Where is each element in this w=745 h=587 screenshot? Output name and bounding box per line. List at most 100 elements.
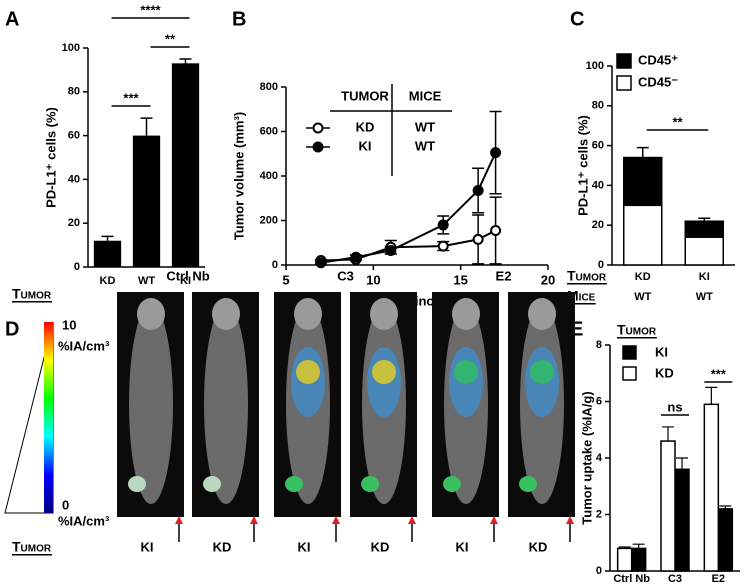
point: [437, 240, 449, 252]
legend-label: KD: [655, 365, 674, 380]
bar: [630, 547, 647, 572]
y-tick-label: 80: [68, 86, 80, 98]
tumor-label: KI: [141, 539, 154, 554]
y-axis-label: Tumor uptake (%IA/g): [579, 391, 594, 524]
error-bar: [618, 546, 631, 549]
y-axis-label: PD-L1⁺ cells (%): [43, 107, 58, 208]
panel-label: A: [5, 8, 19, 30]
series-line: [320, 229, 497, 262]
colorbar-min: 0: [62, 497, 69, 512]
y-tick-label: 0: [272, 259, 278, 271]
x-axis-label: Tumor: [12, 286, 52, 302]
legend-mice: WT: [415, 119, 435, 134]
y-tick-label: 0: [74, 261, 80, 273]
y-axis-label: PD-L1⁺ cells (%): [575, 115, 590, 216]
pointer-arrowhead: [175, 516, 183, 524]
y-tick-label: 6: [596, 395, 602, 407]
legend-swatch: [622, 366, 637, 381]
x-tick-label: KD: [100, 275, 116, 287]
x-tick-label: 15: [453, 272, 467, 287]
tumor-label: KD: [213, 539, 232, 554]
significance-label: ***: [123, 90, 139, 105]
x-tick-label: WT: [634, 291, 651, 303]
error-bar: [101, 235, 114, 241]
legend-header: TUMOR: [341, 88, 389, 103]
x-tick-label: KI: [699, 271, 710, 283]
scan-tumor: [361, 476, 379, 492]
significance-label: **: [672, 114, 683, 129]
legend-swatch: [616, 53, 632, 69]
tumor-label: KD: [529, 539, 548, 554]
legend-mice: WT: [415, 138, 435, 153]
y-tick-label: 0: [596, 565, 602, 577]
legend-swatch: [622, 345, 637, 360]
legend-swatch: [616, 75, 632, 91]
bar: [616, 547, 633, 572]
error-bar: [662, 426, 674, 442]
row-label: Tumor: [567, 268, 607, 284]
bar-segment: [684, 236, 724, 266]
bar: [171, 63, 200, 267]
point: [472, 233, 484, 245]
significance-label: ns: [667, 399, 682, 414]
tumor-label: KI: [298, 539, 311, 554]
bar: [674, 468, 690, 572]
x-tick-label: 10: [366, 272, 380, 287]
error-bar: [719, 505, 732, 509]
scan-tumor: [203, 476, 221, 492]
bar: [660, 440, 676, 572]
scan-head: [452, 298, 480, 330]
legend-marker: [312, 122, 324, 134]
panel-label: B: [232, 8, 246, 30]
group-label: Ctrl Nb: [166, 268, 209, 283]
colorbar-unit: %IA/cm³: [58, 338, 110, 353]
legend-header: MICE: [409, 88, 442, 103]
point: [437, 219, 449, 231]
bar: [703, 403, 720, 572]
y-tick-label: 2: [596, 508, 602, 520]
significance-label: **: [165, 31, 176, 46]
pointer-arrowhead: [250, 516, 258, 524]
x-tick-label: E2: [712, 573, 725, 585]
scan-tumor: [443, 476, 461, 492]
error-bar: [140, 117, 153, 136]
legend-label: CD45⁻: [638, 74, 678, 89]
x-tick-label: 5: [282, 272, 289, 287]
error-bar: [698, 217, 711, 222]
significance-label: ***: [711, 366, 727, 381]
pointer-arrowhead: [332, 516, 340, 524]
error-bar: [676, 457, 688, 470]
legend-label: CD45⁺: [638, 52, 678, 67]
tumor-label: KD: [371, 539, 390, 554]
point: [315, 257, 327, 269]
scan-head: [294, 298, 322, 330]
y-tick-label: 40: [68, 173, 80, 185]
scan-uptake: [530, 360, 554, 384]
legend-title: Tumor: [617, 322, 657, 338]
error-bar: [705, 386, 718, 405]
point: [385, 245, 397, 257]
x-tick-label: C3: [668, 573, 682, 585]
scan-tumor: [128, 476, 146, 492]
scan-tumor: [519, 476, 537, 492]
error-bar: [179, 58, 192, 64]
scan-tumor: [285, 476, 303, 492]
point: [490, 147, 502, 159]
y-tick-label: 20: [592, 219, 604, 231]
y-tick-label: 100: [62, 42, 80, 54]
scan-uptake: [296, 360, 320, 384]
y-tick-label: 80: [592, 100, 604, 112]
bar-segment: [684, 220, 724, 238]
tumor-label: KI: [456, 539, 469, 554]
pointer-arrowhead: [408, 516, 416, 524]
bar-segment: [623, 156, 663, 207]
scan-head: [370, 298, 398, 330]
panel-label: C: [570, 8, 584, 30]
y-tick-label: 20: [68, 217, 80, 229]
tumor-row-label: Tumor: [12, 539, 52, 555]
scan-head: [528, 298, 556, 330]
y-tick-label: 8: [596, 339, 602, 351]
y-tick-label: 800: [260, 81, 278, 93]
y-tick-label: 100: [586, 60, 604, 72]
